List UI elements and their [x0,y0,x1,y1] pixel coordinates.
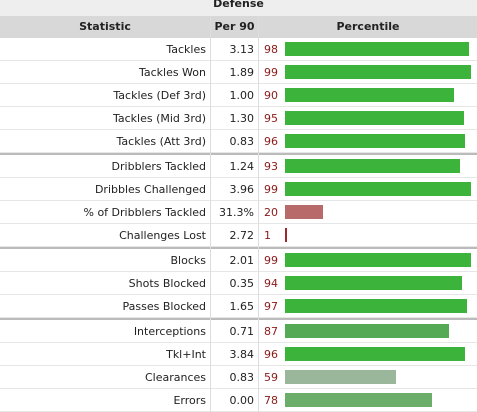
stat-label: Challenges Lost [119,229,206,242]
column-divider [210,16,211,412]
per90-value: 1.65 [229,300,255,313]
per90-value: 0.83 [229,135,255,148]
table-title: Defense [0,0,477,16]
percentile-bar [285,42,470,56]
percentile-value: 90 [264,89,278,102]
stat-label: Tackles (Att 3rd) [116,135,206,148]
percentile-value: 96 [264,135,278,148]
percentile-value: 96 [264,348,278,361]
header-cell: Percentile [259,16,477,38]
per90-value: 0.35 [229,277,255,290]
per90-value: 0.00 [229,394,255,407]
stat-label: Dribblers Tackled [111,160,206,173]
per90-value: 0.71 [229,325,255,338]
percentile-bar [285,393,432,407]
row-line [0,200,477,201]
percentile-value: 97 [264,300,278,313]
stat-label: Tackles (Def 3rd) [113,89,206,102]
per90-value: 3.96 [229,183,255,196]
percentile-value: 93 [264,160,278,173]
percentile-value: 20 [264,206,278,219]
percentile-bar [285,159,460,173]
header-cell: Per 90 [211,16,258,38]
per90-value: 1.30 [229,112,255,125]
row-line [0,388,477,389]
stat-label: Interceptions [133,325,206,338]
percentile-bar [285,370,396,384]
group-separator [0,318,477,320]
row-line [0,342,477,343]
stat-label: Tackles Won [138,66,206,79]
percentile-value: 99 [264,254,278,267]
row-line [0,152,477,153]
stat-label: % of Dribblers Tackled [83,206,207,219]
row-line [0,317,477,318]
row-line [0,60,477,61]
percentile-value: 98 [264,43,278,56]
row-line [0,365,477,366]
percentile-bar [285,228,287,242]
per90-value: 3.13 [229,43,255,56]
stat-label: Dribbles Challenged [94,183,206,196]
percentile-bar [285,347,466,361]
percentile-bar [285,299,468,313]
percentile-bar [285,205,323,219]
per90-value: 0.83 [229,371,255,384]
stat-label: Tkl+Int [166,348,206,361]
stat-label: Blocks [170,254,206,267]
per90-value: 2.01 [229,254,255,267]
row-line [0,294,477,295]
percentile-bar [285,276,462,290]
stat-label: Clearances [144,371,206,384]
row-line [0,271,477,272]
stat-label: Tackles [166,43,206,56]
per90-value: 1.24 [229,160,255,173]
row-line [0,83,477,84]
percentile-bar [285,253,472,267]
percentile-bar [285,88,455,102]
header-cell: Statistic [0,16,210,38]
row-line [0,129,477,130]
group-separator [0,247,477,249]
percentile-bar [285,65,472,79]
row-line [0,106,477,107]
per90-value: 31.3% [219,206,254,219]
per90-value: 3.84 [229,348,255,361]
percentile-bar [285,182,472,196]
group-separator [0,153,477,155]
percentile-bar [285,324,449,338]
row-line [0,246,477,247]
percentile-value: 59 [264,371,278,384]
per90-value: 1.89 [229,66,255,79]
percentile-value: 87 [264,325,278,338]
column-divider [258,16,259,412]
row-line [0,223,477,224]
percentile-value: 78 [264,394,278,407]
percentile-bar [285,134,466,148]
stat-label: Passes Blocked [122,300,206,313]
percentile-value: 99 [264,66,278,79]
per90-value: 1.00 [229,89,255,102]
percentile-value: 95 [264,112,278,125]
percentile-value: 1 [264,229,271,242]
stat-label: Errors [173,394,206,407]
row-line [0,177,477,178]
stat-label: Tackles (Mid 3rd) [112,112,206,125]
percentile-bar [285,111,464,125]
percentile-value: 99 [264,183,278,196]
percentile-value: 94 [264,277,278,290]
stat-label: Shots Blocked [128,277,206,290]
per90-value: 2.72 [229,229,255,242]
